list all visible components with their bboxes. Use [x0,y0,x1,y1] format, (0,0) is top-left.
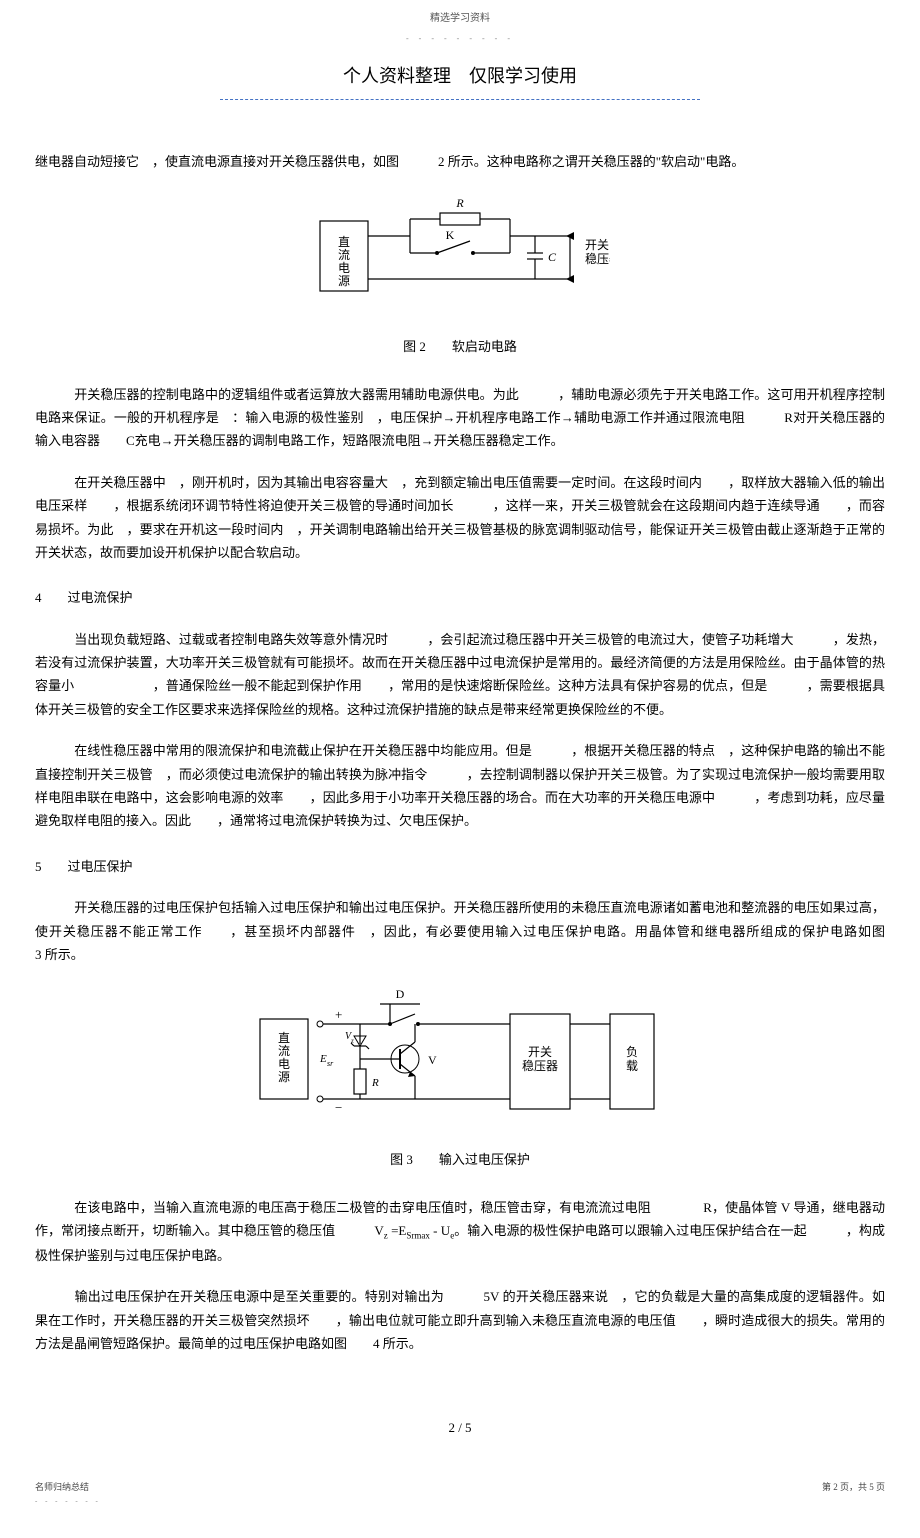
svg-text:C: C [548,250,557,264]
para-6: 开关稳压器的过电压保护包括输入过电压保护和输出过电压保护。开关稳压器所使用的未稳… [35,896,885,966]
svg-text:流: 流 [278,1044,290,1058]
svg-text:载: 载 [626,1059,638,1073]
para-7-sub2: Srmax [406,1231,430,1241]
para-5: 在线性稳压器中常用的限流保护和电流截止保护在开关稳压器中均能应用。但是 ，根据开… [35,739,885,833]
footer: 名师归纳总结 - - - - - - - 第 2 页，共 5 页 [35,1479,885,1508]
svg-text:直: 直 [338,235,350,249]
figure-2-caption: 图 2 软启动电路 [35,335,885,358]
figure-3-caption: 图 3 输入过电压保护 [35,1148,885,1171]
page-number: 2 / 5 [35,1416,885,1439]
para-4: 当出现负载短路、过载或者控制电路失效等意外情况时 ，会引起流过稳压器中开关三极管… [35,628,885,722]
para-7-mid2: - U [430,1223,450,1238]
section-4-heading: 4 过电流保护 [35,586,885,609]
svg-text:源: 源 [278,1070,290,1084]
para-8: 输出过电压保护在开关稳压电源中是至关重要的。特别对输出为 5V 的开关稳压器来说… [35,1285,885,1355]
para-7: 在该电路中，当输入直流电源的电压高于稳压二极管的击穿电压值时，稳压管击穿，有电流… [35,1196,885,1268]
footer-dots: - - - - - - - [35,1495,101,1508]
svg-text:稳压器: 稳压器 [522,1058,558,1073]
svg-text:D: D [396,987,405,1001]
svg-text:sr: sr [327,1059,334,1068]
svg-text:电: 电 [338,261,350,275]
svg-text:R: R [371,1077,379,1089]
top-label: 精选学习资料 [35,10,885,28]
para-7-mid1: =E [388,1223,407,1238]
para-3: 在开关稳压器中 ，刚开机时，因为其输出电容容量大 ，充到额定输出电压值需要一定时… [35,471,885,565]
svg-text:负: 负 [626,1045,638,1059]
section-5-heading: 5 过电压保护 [35,855,885,878]
para-1: 继电器自动短接它 ，使直流电源直接对开关稳压器供电，如图 2 所示。这种电路称之… [35,150,885,173]
svg-text:R: R [455,196,464,210]
svg-text:−: − [335,1100,342,1115]
svg-text:流: 流 [338,248,350,262]
top-dots: - - - - - - - - - [35,32,885,46]
svg-text:直: 直 [278,1031,290,1045]
svg-text:开关: 开关 [585,238,609,252]
svg-text:开关: 开关 [528,1045,552,1059]
svg-text:E: E [319,1053,327,1065]
figure-3: 直 流 电 源 E sr + D V z V [35,984,885,1134]
svg-text:K: K [446,228,455,242]
svg-text:源: 源 [338,274,350,288]
svg-text:电: 电 [278,1057,290,1071]
svg-text:稳压器: 稳压器 [585,251,610,266]
footer-left: 名师归纳总结 [35,1479,101,1495]
figure-2: 直 流 电 源 R K C 开关 稳压器 [35,191,885,321]
svg-text:z: z [350,1037,354,1045]
page-title: 个人资料整理 仅限学习使用 [220,60,700,99]
para-2: 开关稳压器的控制电路中的逻辑组件或者运算放大器需用辅助电源供电。为此 ，辅助电源… [35,383,885,453]
footer-right: 第 2 页，共 5 页 [822,1479,885,1508]
svg-text:V: V [428,1053,437,1067]
svg-text:+: + [335,1007,342,1022]
